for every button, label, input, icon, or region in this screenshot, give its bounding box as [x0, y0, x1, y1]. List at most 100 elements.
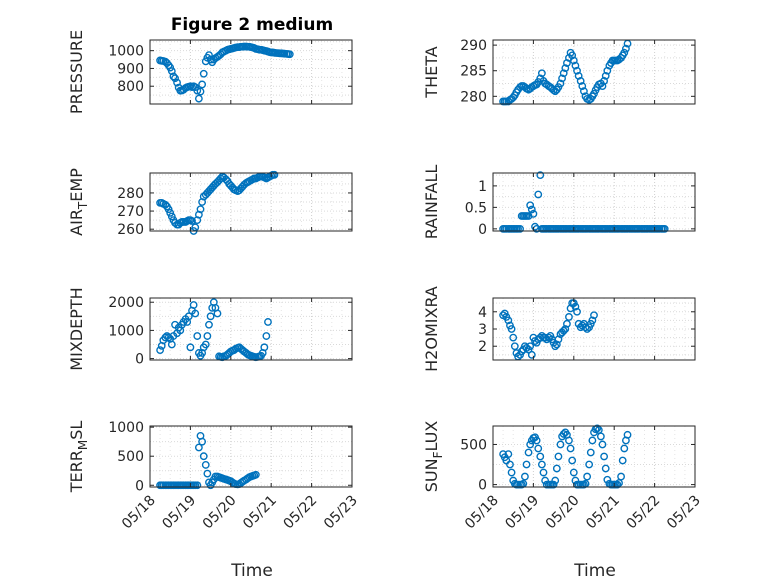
pressure-data-point — [169, 72, 178, 81]
sun_flux-y-axis-label: SUNFLUX — [422, 421, 445, 493]
sun_flux-data-point — [521, 472, 529, 481]
h2omixra-y-axis-label: H2OMIXRA — [422, 286, 441, 372]
terr_msl-y-axis-label: TERRMSL — [67, 421, 90, 494]
rainfall-y-tick-label: 1 — [478, 179, 487, 195]
mixdepth-data-point — [184, 312, 193, 321]
mixdepth-data-point — [205, 320, 213, 329]
h2omixra-data-point — [573, 307, 581, 316]
theta-data-point — [568, 51, 577, 60]
sun_flux-data-point — [532, 436, 541, 445]
sun_flux-data-point — [504, 450, 513, 458]
mixdepth-data-point — [193, 332, 202, 340]
sun_flux-data-point — [526, 440, 535, 449]
theta-data-point — [537, 69, 546, 78]
sun_flux-data-point — [623, 430, 632, 439]
sun_flux-data-point — [556, 440, 565, 449]
mixdepth-data-point — [189, 301, 198, 309]
h2omixra-data-point — [526, 342, 535, 351]
sun_flux-data-point — [536, 452, 545, 461]
sun_flux-data-point — [549, 480, 558, 489]
sun_flux-data-point — [585, 460, 594, 469]
sun_flux-data-point — [603, 475, 612, 484]
rainfall-data-point — [534, 190, 543, 199]
rainfall-data-point — [516, 224, 524, 233]
mixdepth-data-point — [206, 312, 215, 321]
air_temp-y-tick-label: 280 — [117, 186, 144, 202]
sun_flux-y-tick-label: 0 — [478, 478, 487, 494]
rainfall-axes-box — [492, 172, 696, 232]
h2omixra-data-point — [551, 342, 560, 351]
theta-data-point — [569, 56, 578, 65]
theta-data-point — [576, 77, 585, 85]
sun_flux-data-point — [552, 464, 561, 473]
terr_msl-y-tick-label: 500 — [117, 449, 144, 465]
air_temp-y-axis-label: AIRTEMP — [67, 168, 90, 236]
mixdepth-data-point — [164, 333, 173, 342]
h2omixra-y-tick-label: 3 — [478, 322, 487, 338]
terr_msl-data-point — [203, 469, 212, 478]
sun_flux-data-point — [524, 448, 533, 457]
pressure-data-point — [199, 69, 208, 78]
theta-data-point — [622, 44, 630, 53]
theta-data-point — [580, 87, 588, 96]
rainfall-y-tick-label: 0.5 — [465, 200, 487, 216]
mixdepth-y-tick-label: 0 — [135, 352, 144, 368]
mixdepth-data-point — [264, 318, 272, 326]
sun_flux-data-point — [507, 468, 516, 477]
pressure-data-point — [193, 86, 202, 95]
sun_flux-data-point — [588, 436, 597, 445]
h2omixra-data-point — [588, 316, 597, 325]
sun_flux-axes-box — [492, 425, 696, 488]
sun_flux-data-point — [551, 476, 560, 485]
pressure-axes-box — [149, 39, 353, 105]
pressure-data-point — [198, 80, 207, 89]
sun_flux-data-point — [618, 456, 627, 465]
terr_msl-data-point — [193, 481, 202, 490]
sun_flux-data-point — [598, 440, 607, 449]
sun_flux-data-point — [583, 472, 592, 481]
air_temp-data-point — [164, 205, 173, 214]
pressure-data-point — [173, 78, 181, 87]
theta-data-point — [620, 48, 629, 57]
theta-axes-box — [492, 39, 696, 105]
subplot-mixdepth: 0 1000 2000 MIXDEPTH — [67, 287, 353, 371]
sun_flux-data-point — [569, 468, 578, 477]
mixdepth-data-point — [203, 332, 212, 340]
air_temp-y-tick-label: 270 — [117, 204, 144, 220]
sun_flux-data-point — [534, 444, 543, 453]
sun_flux-data-point — [601, 464, 610, 473]
mixdepth-data-point — [161, 333, 170, 342]
h2omixra-data-point — [563, 319, 571, 328]
sun_flux-data-point — [600, 452, 608, 461]
air_temp-data-point — [166, 208, 175, 217]
rainfall-data-point — [526, 201, 535, 210]
pressure-y-tick-label: 800 — [117, 79, 144, 95]
sun_flux-data-point — [596, 432, 605, 441]
air_temp-axes-box — [149, 172, 353, 232]
mixdepth-data-point — [167, 340, 176, 349]
pressure-y-tick-label: 1000 — [108, 44, 144, 60]
terr_msl-data-point — [194, 443, 203, 452]
h2omixra-data-point — [559, 326, 568, 335]
mixdepth-axes-box — [149, 297, 353, 361]
sun_flux-data-point — [617, 472, 625, 481]
theta-data-point — [601, 71, 610, 80]
theta-data-point — [561, 64, 570, 73]
theta-data-point — [558, 74, 566, 83]
terr_msl-y-tick-label: 1000 — [108, 420, 144, 436]
h2omixra-y-tick-label: 2 — [478, 339, 487, 355]
x-axis-label-left: Time — [230, 561, 273, 581]
pressure-y-axis-label: PRESSURE — [67, 30, 86, 114]
terr_msl-data-point — [198, 437, 207, 446]
mixdepth-data-point — [191, 309, 200, 318]
air_temp-y-tick-label: 260 — [117, 222, 144, 238]
h2omixra-data-point — [510, 342, 519, 351]
air_temp-data-point — [188, 217, 196, 225]
air_temp-data-point — [167, 212, 176, 221]
terr_msl-data-point — [251, 470, 260, 479]
theta-y-tick-label: 285 — [460, 64, 487, 80]
sun_flux-data-point — [568, 456, 577, 465]
